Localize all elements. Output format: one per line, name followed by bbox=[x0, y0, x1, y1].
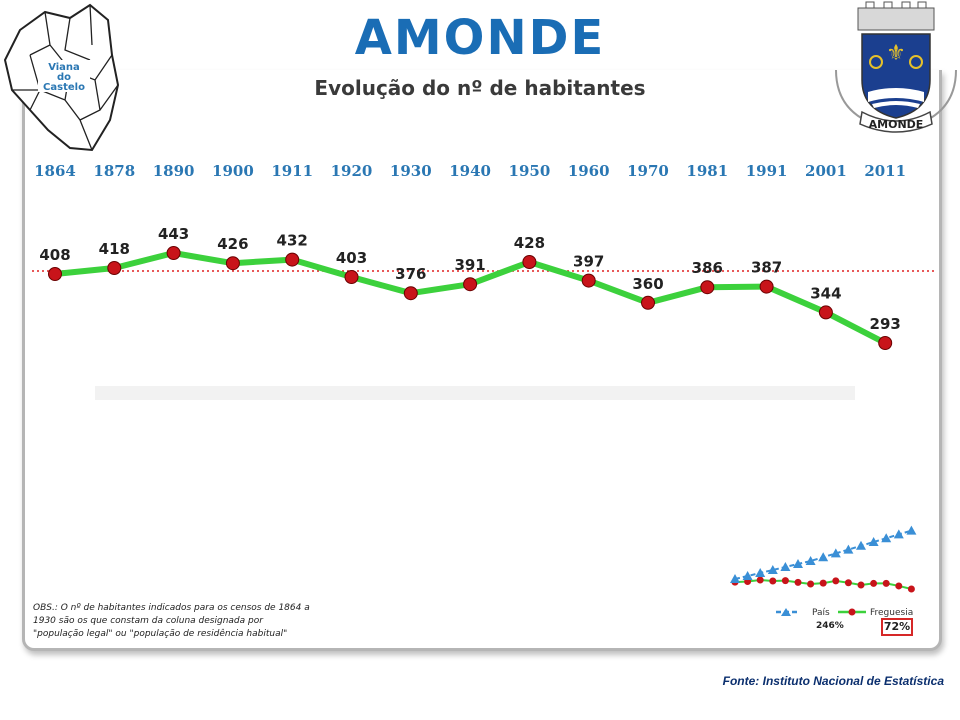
coat-of-arms-icon: ⚜ AMONDE bbox=[835, 1, 957, 133]
data-point-1960 bbox=[581, 273, 596, 288]
year-label-1930: 1930 bbox=[390, 162, 432, 180]
mini-freguesia-point bbox=[870, 579, 878, 587]
page-title: AMONDE bbox=[354, 10, 606, 66]
year-label-1890: 1890 bbox=[153, 162, 195, 180]
mini-pais-point bbox=[793, 559, 803, 568]
data-point-1970 bbox=[641, 295, 655, 310]
data-label-1970: 360 bbox=[632, 275, 663, 293]
year-label-1920: 1920 bbox=[331, 162, 373, 180]
mini-pais-point bbox=[805, 556, 816, 565]
legend-freguesia-marker bbox=[848, 608, 856, 616]
data-point-1911 bbox=[285, 252, 300, 267]
mini-freguesia-point bbox=[794, 578, 802, 586]
mini-freguesia-point bbox=[781, 577, 789, 585]
data-label-1878: 418 bbox=[99, 240, 130, 258]
year-label-1991: 1991 bbox=[746, 162, 788, 180]
mini-pais-point bbox=[856, 540, 866, 550]
crest-label: AMONDE bbox=[869, 118, 924, 131]
year-label-1864: 1864 bbox=[34, 162, 76, 180]
data-point-1900 bbox=[225, 256, 240, 271]
mini-freguesia-point bbox=[895, 582, 903, 590]
shadow-band bbox=[95, 386, 855, 400]
data-label-1960: 397 bbox=[573, 253, 604, 271]
legend-pais-marker bbox=[781, 608, 791, 616]
data-label-1890: 443 bbox=[158, 225, 189, 243]
data-point-1878 bbox=[107, 261, 122, 275]
mini-freguesia-point bbox=[756, 576, 764, 584]
mini-pais-point bbox=[843, 544, 854, 554]
data-label-1930: 376 bbox=[395, 265, 426, 283]
mini-pais-point bbox=[893, 529, 904, 539]
year-label-1950: 1950 bbox=[509, 162, 551, 180]
freguesia-percent-badge: 72% bbox=[881, 618, 913, 636]
mini-pais-point bbox=[742, 571, 753, 580]
data-label-1981: 386 bbox=[692, 259, 723, 277]
year-label-1878: 1878 bbox=[93, 162, 135, 180]
mini-freguesia-point bbox=[819, 579, 827, 587]
year-axis: 1864 1878 1890 1900 1911 1920 1930 1940 1950 1960… bbox=[34, 162, 906, 180]
legend-pais-label: País bbox=[812, 608, 830, 618]
mini-legend: País Freguesia bbox=[776, 608, 913, 618]
data-label-2011: 293 bbox=[870, 315, 901, 333]
data-label-1911: 432 bbox=[277, 232, 308, 250]
data-label-1864: 408 bbox=[39, 246, 70, 264]
data-label-1991: 387 bbox=[751, 259, 782, 277]
mini-pais-point bbox=[767, 565, 778, 574]
source-note: Fonte: Instituto Nacional de Estatística bbox=[722, 674, 944, 688]
data-point-1991 bbox=[759, 279, 774, 294]
year-label-1981: 1981 bbox=[686, 162, 728, 180]
data-label-1940: 391 bbox=[454, 256, 485, 274]
year-label-2011: 2011 bbox=[864, 162, 906, 180]
mini-freguesia-point bbox=[832, 577, 840, 585]
pais-percent: 246% bbox=[816, 621, 844, 631]
mini-freguesia-point bbox=[882, 579, 890, 587]
district-map: Viana do Castelo bbox=[3, 3, 120, 152]
data-point-1940 bbox=[463, 277, 478, 292]
year-label-1960: 1960 bbox=[568, 162, 610, 180]
mini-pais-point bbox=[730, 574, 740, 583]
mini-freguesia-point bbox=[844, 579, 852, 587]
data-point-2011 bbox=[878, 336, 893, 350]
data-point-1920 bbox=[344, 270, 359, 284]
data-label-2001: 344 bbox=[810, 284, 841, 302]
mini-freguesia-point bbox=[807, 580, 815, 588]
map-label-3: Castelo bbox=[43, 82, 85, 93]
year-label-1970: 1970 bbox=[627, 162, 669, 180]
mini-pais-point bbox=[755, 568, 766, 577]
mini-pais-point bbox=[830, 548, 841, 558]
observation-note: OBS.: O nº de habitantes indicados para … bbox=[33, 603, 310, 639]
data-point-1950 bbox=[522, 255, 537, 269]
legend-freguesia-label: Freguesia bbox=[870, 608, 913, 618]
map-label-1: Viana bbox=[48, 62, 80, 73]
page-subtitle: Evolução do nº de habitantes bbox=[314, 76, 646, 100]
mini-freguesia-point bbox=[769, 577, 777, 585]
mini-freguesia-point bbox=[857, 581, 865, 589]
svg-text:⚜: ⚜ bbox=[886, 41, 906, 66]
year-label-1911: 1911 bbox=[271, 162, 313, 180]
data-point-1981 bbox=[700, 280, 715, 295]
mini-pais-point bbox=[868, 537, 879, 546]
data-point-1864 bbox=[48, 267, 62, 281]
data-point-1890 bbox=[166, 246, 181, 260]
mini-freguesia-point bbox=[907, 585, 915, 593]
series-freguesia bbox=[48, 246, 893, 350]
mini-pais-point bbox=[906, 525, 917, 535]
data-label-1950: 428 bbox=[514, 234, 545, 252]
year-label-1940: 1940 bbox=[449, 162, 491, 180]
mini-pais-point bbox=[780, 562, 791, 571]
value-labels: 408 418 443 426 432 403 376 391 428 397 360 386 387 3… bbox=[39, 225, 901, 333]
data-point-1930 bbox=[403, 286, 418, 301]
mini-pais-point bbox=[818, 552, 829, 562]
year-label-1900: 1900 bbox=[212, 162, 254, 180]
chart-panel bbox=[22, 70, 942, 651]
mini-chart bbox=[730, 525, 917, 593]
data-point-2001 bbox=[818, 305, 833, 320]
map-label-2: do bbox=[57, 72, 71, 83]
data-label-1920: 403 bbox=[336, 249, 367, 267]
mini-pais-point bbox=[881, 533, 892, 543]
year-label-2001: 2001 bbox=[805, 162, 847, 180]
data-label-1900: 426 bbox=[217, 235, 248, 253]
